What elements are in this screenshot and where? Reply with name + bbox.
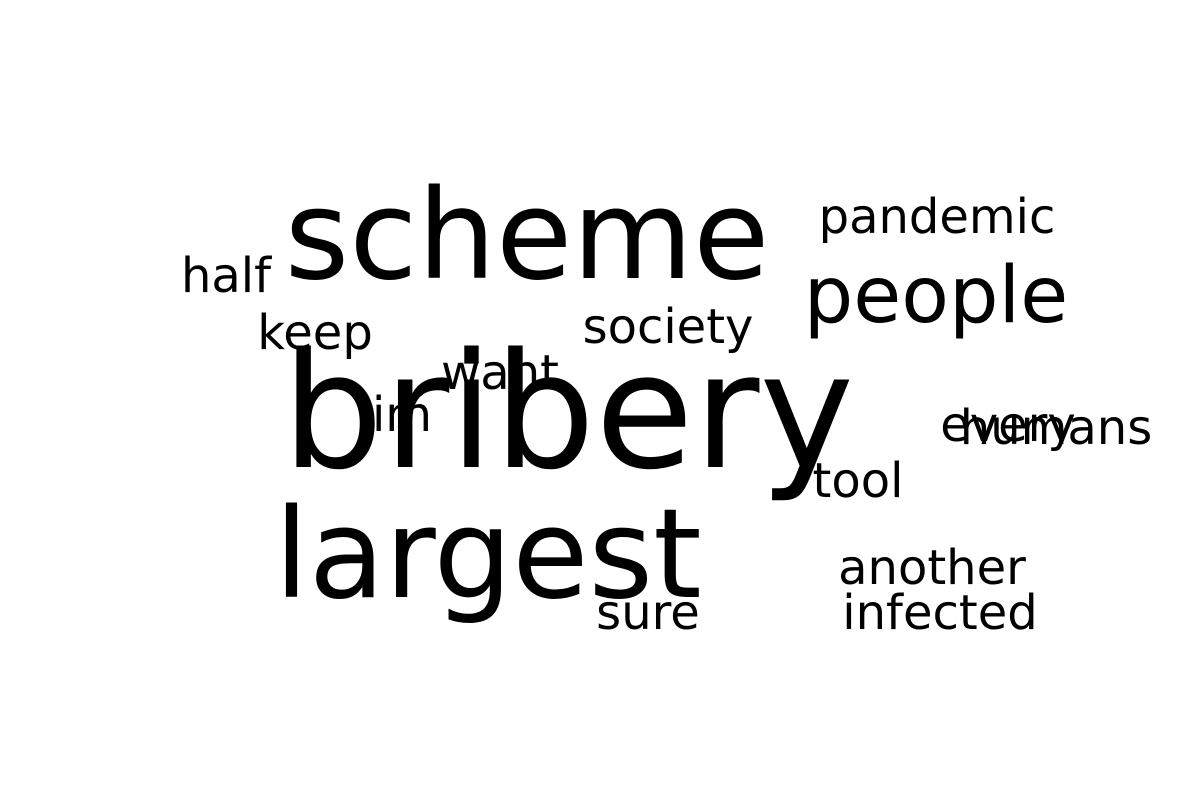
word-scheme: scheme (284, 164, 770, 308)
word-people: people (803, 251, 1069, 341)
word-humans: humans (959, 400, 1153, 456)
word-society: society (582, 299, 754, 355)
word-infected: infected (842, 585, 1038, 641)
word-bribery: bribery (281, 318, 855, 505)
word-tool: tool (812, 453, 904, 509)
word-every: every (940, 397, 1076, 453)
word-half: half (180, 248, 272, 304)
word-largest: largest (274, 483, 702, 627)
word-im: im (371, 387, 433, 443)
word-want: want (441, 345, 559, 401)
word-another: another (838, 540, 1026, 596)
word-pandemic: pandemic (818, 189, 1056, 245)
word-sure: sure (596, 585, 700, 641)
word-keep: keep (257, 305, 373, 361)
